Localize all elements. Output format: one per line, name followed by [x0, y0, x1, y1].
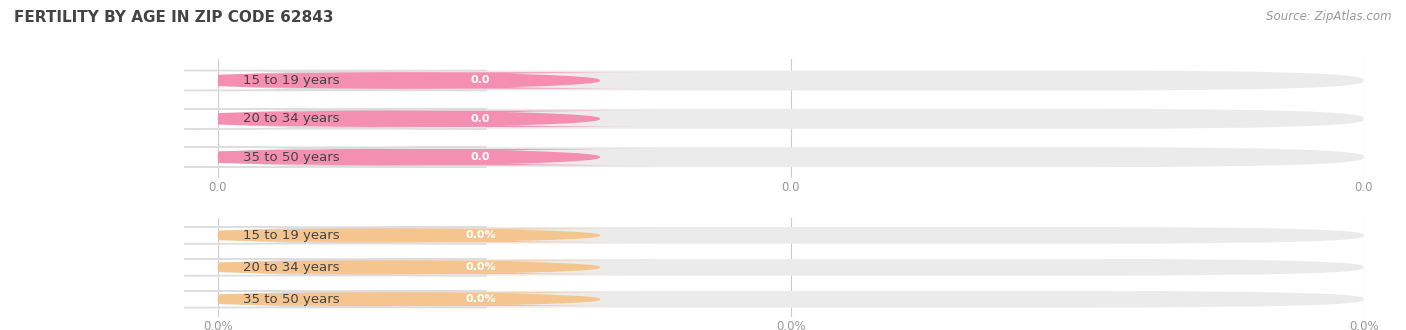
Text: 0.0%: 0.0%	[465, 230, 496, 240]
Text: 35 to 50 years: 35 to 50 years	[243, 293, 340, 306]
Circle shape	[159, 73, 599, 88]
FancyBboxPatch shape	[218, 109, 1364, 129]
FancyBboxPatch shape	[184, 291, 486, 308]
FancyBboxPatch shape	[218, 259, 1364, 276]
Text: 15 to 19 years: 15 to 19 years	[243, 74, 340, 87]
Text: 35 to 50 years: 35 to 50 years	[243, 150, 340, 164]
Text: 0.0%: 0.0%	[465, 262, 496, 272]
FancyBboxPatch shape	[184, 227, 486, 244]
FancyBboxPatch shape	[218, 147, 1364, 167]
Circle shape	[159, 261, 599, 274]
Text: 0.0: 0.0	[471, 152, 491, 162]
FancyBboxPatch shape	[218, 227, 1364, 244]
Text: FERTILITY BY AGE IN ZIP CODE 62843: FERTILITY BY AGE IN ZIP CODE 62843	[14, 10, 333, 25]
FancyBboxPatch shape	[184, 71, 486, 90]
FancyBboxPatch shape	[305, 111, 657, 127]
FancyBboxPatch shape	[218, 71, 1364, 90]
Circle shape	[159, 229, 599, 242]
FancyBboxPatch shape	[305, 292, 657, 306]
FancyBboxPatch shape	[184, 259, 486, 276]
FancyBboxPatch shape	[305, 149, 657, 165]
Text: 0.0: 0.0	[471, 76, 491, 85]
Circle shape	[159, 150, 599, 164]
Text: 0.0%: 0.0%	[465, 294, 496, 304]
Text: 15 to 19 years: 15 to 19 years	[243, 229, 340, 242]
FancyBboxPatch shape	[218, 291, 1364, 308]
Text: Source: ZipAtlas.com: Source: ZipAtlas.com	[1267, 10, 1392, 23]
FancyBboxPatch shape	[184, 147, 486, 167]
Text: 20 to 34 years: 20 to 34 years	[243, 112, 340, 125]
Circle shape	[159, 112, 599, 126]
Circle shape	[159, 293, 599, 305]
FancyBboxPatch shape	[305, 260, 657, 274]
FancyBboxPatch shape	[305, 229, 657, 242]
FancyBboxPatch shape	[305, 72, 657, 89]
Text: 0.0: 0.0	[471, 114, 491, 124]
FancyBboxPatch shape	[184, 109, 486, 129]
Text: 20 to 34 years: 20 to 34 years	[243, 261, 340, 274]
